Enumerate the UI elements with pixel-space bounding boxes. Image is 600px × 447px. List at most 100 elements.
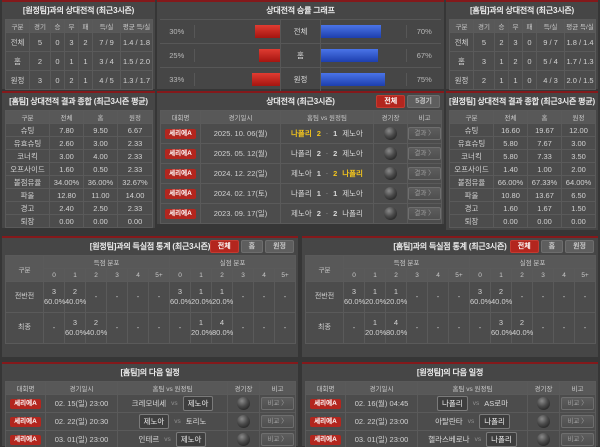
league-badge: 세리에A [310, 399, 341, 409]
cell: 1 [494, 70, 509, 90]
row-label: 최종 [5, 312, 44, 344]
fixture-date: 02. 22(일) 23:00 [345, 412, 418, 431]
cell: 1 20.0% [190, 281, 212, 313]
conceded-group-header: 실점 분포 [169, 255, 297, 269]
cell: 3 60.0% [64, 312, 86, 344]
home-team: 나폴리 [436, 396, 468, 411]
tab[interactable]: 홈 [540, 240, 564, 253]
compare-button[interactable]: 비교 〉 [561, 415, 594, 428]
cell: - [574, 312, 597, 344]
compare-button[interactable]: 비교 〉 [561, 433, 594, 446]
cell: - [274, 312, 297, 344]
column-header: 홈팀 vs 원정팀 [417, 381, 528, 395]
cell: 0.00 [117, 214, 153, 228]
stadium-icon [384, 187, 397, 200]
match-date: 2025. 10. 06(월) [200, 123, 281, 144]
note-cell: 비교 〉 [259, 412, 296, 431]
cell: 3 60.0% [43, 281, 65, 313]
panel-title: [홈팀] 상대전적 결과 종합 (최근3시즌 평균) [9, 97, 148, 106]
cell: 1.50 [561, 201, 596, 215]
compare-button[interactable]: 비교 〉 [561, 397, 594, 410]
cell: 1 [78, 51, 93, 71]
tab[interactable]: 전체 [209, 240, 239, 253]
cell: - [343, 312, 365, 344]
home-team: 나폴리 [291, 189, 312, 198]
stat-row: 경고 2.40 2.50 2.33 [5, 201, 153, 215]
stat-label: 코너킥 [5, 149, 50, 163]
cell: 2 [508, 51, 523, 71]
league-cell: 세리에A [5, 394, 46, 413]
result-button[interactable]: 결과 〉 [408, 167, 441, 180]
right-percent-label: 70% [416, 27, 432, 36]
result-button[interactable]: 결과 〉 [408, 147, 441, 160]
bin-header: 4 [127, 268, 149, 282]
league-cell: 세리에A [305, 394, 346, 413]
result-button[interactable]: 결과 〉 [408, 207, 441, 220]
h2h-record-table: 구분 경기 승 무 패 득/실 평균 득/실 전체 5 2 3 0 9 / 7 1.8 / … [449, 19, 596, 90]
away-team: 토리노 [185, 417, 207, 426]
stat-label: 경고 [5, 201, 50, 215]
venue-cell [373, 203, 408, 224]
compare-button[interactable]: 비교 〉 [261, 397, 294, 410]
away-score: 1 [333, 189, 338, 198]
schedule-table: 대회명 경기일시 홈팀 vs 원정팀 경기장 비고 세리에A 02. 16(월) 04:… [305, 381, 596, 447]
bin-header: 2 [85, 268, 107, 282]
compare-button[interactable]: 비교 〉 [261, 415, 294, 428]
home-team: 제노아 [291, 209, 312, 218]
blue-bar [320, 73, 386, 86]
blue-bar [320, 49, 379, 62]
win-rate-graph-panel: 상대전적 승률 그래프 30% 전체 70% 25% 홈 67% 33% 원정 … [157, 0, 444, 92]
column-header: 경기 [29, 19, 51, 33]
tab[interactable]: 전체 [376, 95, 406, 108]
header-row: 구분 전체 홈 원정 [449, 110, 596, 124]
cell: 1 20.0% [211, 281, 233, 313]
left-percent-label: 30% [169, 27, 185, 36]
stadium-icon [237, 397, 250, 410]
scored-group-header: 득점 분포 [342, 255, 471, 269]
away-team: 제노아 [342, 129, 363, 138]
venue-cell [373, 123, 408, 144]
stat-row: 슈팅 16.60 19.67 12.00 [449, 123, 596, 137]
note-cell: 결과 〉 [407, 143, 442, 164]
column-header: 구분 [305, 255, 344, 282]
away-team: 나폴리 [342, 169, 363, 178]
cell: - [253, 281, 276, 313]
league-badge: 세리에A [10, 435, 41, 445]
home-team: 나폴리 [291, 149, 312, 158]
away-schedule-panel: [원정팀]의 다음 일정 대회명 경기일시 홈팀 vs 원정팀 경기장 비고 세리에A … [302, 362, 598, 447]
tab[interactable]: 전체 [509, 240, 539, 253]
compare-button[interactable]: 비교 〉 [261, 433, 294, 446]
tab[interactable]: 원정 [265, 240, 294, 253]
tab[interactable]: 원정 [565, 240, 594, 253]
league-cell: 세리에A [160, 143, 201, 164]
bin-header: 2 [385, 268, 407, 282]
cell: 4 80.0% [385, 312, 407, 344]
cell: - [511, 281, 534, 313]
cell: - [447, 281, 471, 313]
cell: 0 [522, 70, 537, 90]
tab[interactable]: 홈 [240, 240, 264, 253]
header-row: 구분 전체 홈 원정 [5, 110, 153, 124]
stadium-icon [384, 207, 397, 220]
result-button[interactable]: 결과 〉 [408, 127, 441, 140]
league-cell: 세리에A [305, 412, 346, 431]
right-percent-label: 75% [416, 75, 432, 84]
cell: 0.00 [493, 214, 528, 228]
cell: - [169, 312, 192, 344]
vs-label: vs [467, 418, 475, 425]
home-schedule-panel: [홈팀]의 다음 일정 대회명 경기일시 홈팀 vs 원정팀 경기장 비고 세리에A 0… [2, 362, 298, 447]
tab[interactable]: 5경기 [407, 95, 440, 108]
stat-row: 오프사이드 1.40 1.00 2.00 [449, 162, 596, 176]
match-date: 2024. 12. 22(일) [200, 163, 281, 184]
vs-label: vs [164, 436, 171, 443]
cell: - [106, 281, 128, 313]
venue-cell [227, 394, 260, 413]
cell: 9.50 [83, 123, 118, 137]
cell: 32.67% [117, 175, 153, 189]
away-team: 제노아 [342, 189, 363, 198]
away-team: AS로마 [484, 399, 508, 408]
result-button[interactable]: 결과 〉 [408, 187, 441, 200]
cell: 4 / 5 [92, 70, 121, 90]
cell: 2 40.0% [64, 281, 86, 313]
